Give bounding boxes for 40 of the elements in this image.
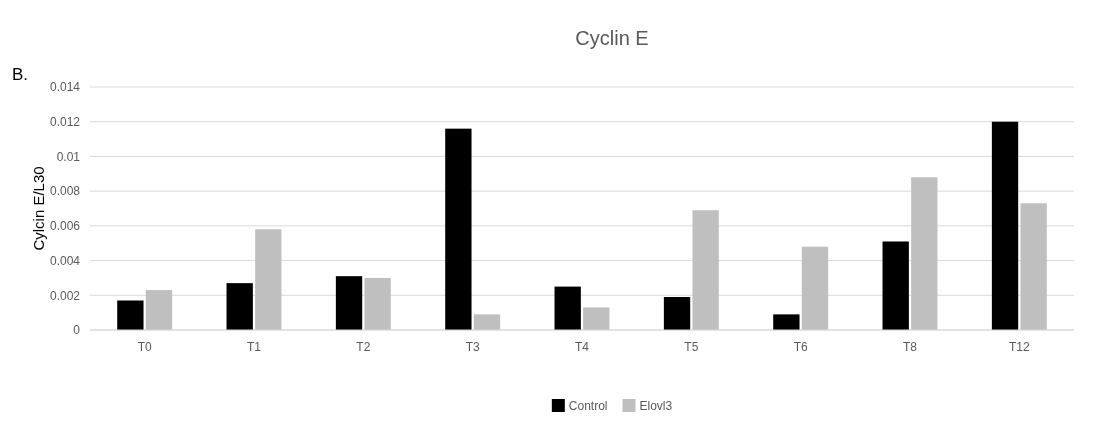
- bar: [473, 314, 501, 330]
- chart-title: Cyclin E: [575, 27, 649, 49]
- text: B.: [12, 65, 29, 84]
- y-tick-label: 0.01: [56, 149, 81, 164]
- x-tick-label: T0: [137, 339, 152, 354]
- x-tick-label: T2: [356, 339, 371, 354]
- bar: [554, 286, 581, 330]
- bar: [801, 246, 829, 330]
- bar: [583, 307, 610, 330]
- x-tick-label: T12: [1008, 339, 1030, 354]
- bar: [692, 210, 719, 330]
- bar: [773, 314, 800, 330]
- legend-label: Elovl3: [639, 399, 673, 413]
- bar: [364, 277, 391, 330]
- bar: [911, 177, 938, 330]
- bar: [335, 276, 363, 330]
- bar: [145, 290, 173, 330]
- y-tick-label: 0.004: [49, 253, 81, 268]
- y-tick-label: 0.008: [49, 184, 81, 199]
- y-tick-label: 0.014: [49, 80, 81, 95]
- y-tick-label: 0.012: [49, 115, 81, 130]
- y-tick-label: 0: [73, 323, 81, 338]
- bar: [226, 283, 253, 330]
- bar: [117, 300, 144, 330]
- legend-label: Control: [568, 399, 608, 413]
- y-tick-label: 0.002: [49, 288, 81, 303]
- x-tick-label: T1: [246, 339, 262, 354]
- bar: [1020, 203, 1047, 330]
- bar: [882, 241, 909, 330]
- bar: [663, 297, 691, 330]
- bar: [255, 229, 282, 330]
- bar: [991, 121, 1019, 330]
- x-tick-label: T4: [574, 339, 590, 354]
- x-tick-label: T8: [902, 339, 918, 354]
- y-tick-label: 0.006: [49, 219, 81, 234]
- x-tick-label: T6: [793, 339, 808, 354]
- y-axis-title: Cylcin E/L30: [30, 166, 47, 251]
- x-tick-label: T3: [465, 339, 480, 354]
- bar: [445, 128, 472, 330]
- x-tick-label: T5: [684, 339, 699, 354]
